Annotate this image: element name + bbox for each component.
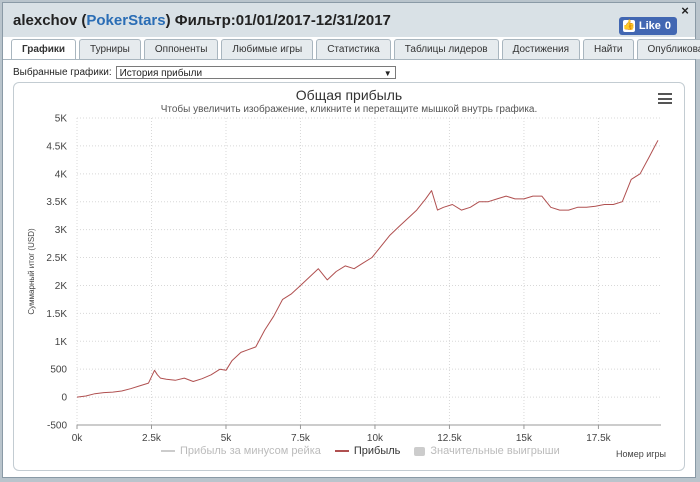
x-tick-label: 17.5k bbox=[586, 433, 611, 444]
graph-select-value: История прибыли bbox=[119, 68, 203, 79]
thumbs-up-icon: 👍 bbox=[622, 20, 636, 32]
legend-label: Прибыль за минусом рейка bbox=[180, 445, 321, 457]
x-tick-label: 5k bbox=[221, 433, 233, 444]
chart-plot-area[interactable]: -500 0 500 1K 1.5K 2K 2.5K 3K 3.5K 4K 4.5K 5K 0k 2.5k… bbox=[14, 83, 684, 470]
y-tick-label: 3K bbox=[55, 225, 68, 236]
graph-selector-label: Выбранные графики: bbox=[13, 67, 112, 78]
x-tick-label: 0k bbox=[72, 433, 84, 444]
x-tick-label: 12.5k bbox=[437, 433, 462, 444]
y-tick-label: 5K bbox=[55, 114, 68, 125]
chart-legend: Прибыль за минусом рейка Прибыль Значитель… bbox=[161, 445, 560, 457]
x-tick-label: 7.5k bbox=[291, 433, 311, 444]
tab-7[interactable]: Достижения bbox=[501, 39, 580, 59]
chart-menu-icon[interactable] bbox=[658, 93, 672, 104]
legend-swatch bbox=[414, 446, 426, 456]
y-tick-label: 3.5K bbox=[46, 197, 67, 208]
tab-2[interactable]: Турниры bbox=[79, 39, 141, 59]
title-user: alexchov bbox=[13, 12, 78, 29]
title-bar: alexchov (PokerStars) Фильтр:01/01/2017-… bbox=[3, 3, 695, 37]
profit-chart[interactable]: Общая прибыль Чтобы увеличить изображени… bbox=[13, 82, 685, 471]
x-tick-label: 10k bbox=[367, 433, 384, 444]
title-filter: Фильтр:01/01/2017-12/31/2017 bbox=[174, 12, 391, 29]
legend-item-3[interactable]: Значительные выигрыши bbox=[414, 445, 560, 457]
y-axis-label: Суммарный итог (USD) bbox=[27, 228, 36, 315]
x-tick-label: 15k bbox=[516, 433, 533, 444]
dropdown-arrow-icon: ▼ bbox=[383, 69, 392, 78]
tab-9[interactable]: Опубликовать bbox=[636, 39, 700, 59]
chart-subtitle: Чтобы увеличить изображение, кликните и … bbox=[160, 104, 538, 115]
y-tick-label: 4K bbox=[55, 169, 68, 180]
y-tick-label: 1.5K bbox=[46, 309, 67, 320]
y-tick-label: -500 bbox=[47, 421, 67, 432]
tab-divider bbox=[3, 59, 695, 60]
chart-title: Общая прибыль bbox=[295, 87, 403, 103]
window-title: alexchov (PokerStars) Фильтр:01/01/2017-… bbox=[13, 12, 391, 29]
like-label: Like bbox=[638, 20, 661, 32]
legend-item-1[interactable]: Прибыль за минусом рейка bbox=[161, 445, 321, 457]
legend-swatch bbox=[334, 450, 349, 452]
tab-6[interactable]: Таблицы лидеров bbox=[393, 39, 499, 59]
y-tick-label: 4.5K bbox=[46, 141, 67, 152]
tab-3[interactable]: Оппоненты bbox=[143, 39, 219, 59]
graph-select-dropdown[interactable]: История прибыли ▼ bbox=[115, 66, 396, 79]
like-count: 0 bbox=[664, 20, 671, 32]
tab-1[interactable]: Графики bbox=[11, 39, 77, 60]
y-tick-label: 0 bbox=[61, 393, 67, 404]
y-tick-label: 500 bbox=[50, 365, 67, 376]
y-tick-label: 2K bbox=[55, 281, 68, 292]
y-tick-label: 1K bbox=[55, 337, 68, 348]
title-site-link[interactable]: PokerStars bbox=[86, 12, 166, 29]
graph-selector: Выбранные графики: История прибыли ▼ bbox=[13, 66, 396, 79]
legend-item-2[interactable]: Прибыль bbox=[334, 445, 401, 457]
x-axis-label: Номер игры bbox=[616, 449, 666, 459]
legend-label: Прибыль bbox=[353, 445, 401, 457]
x-tick-label: 2.5k bbox=[142, 433, 162, 444]
legend-label: Значительные выигрыши bbox=[430, 445, 560, 457]
legend-swatch bbox=[161, 450, 175, 452]
series-line-profit[interactable] bbox=[76, 140, 659, 398]
tab-5[interactable]: Статистика bbox=[316, 39, 391, 59]
facebook-like-button[interactable]: 👍 Like 0 bbox=[618, 17, 677, 35]
tab-4[interactable]: Любимые игры bbox=[221, 39, 314, 59]
tab-bar: Графики Турниры Оппоненты Любимые игры Стати… bbox=[11, 39, 700, 60]
close-icon[interactable]: × bbox=[681, 3, 689, 18]
y-tick-label: 2.5K bbox=[46, 253, 67, 264]
tab-8[interactable]: Найти bbox=[582, 39, 634, 59]
